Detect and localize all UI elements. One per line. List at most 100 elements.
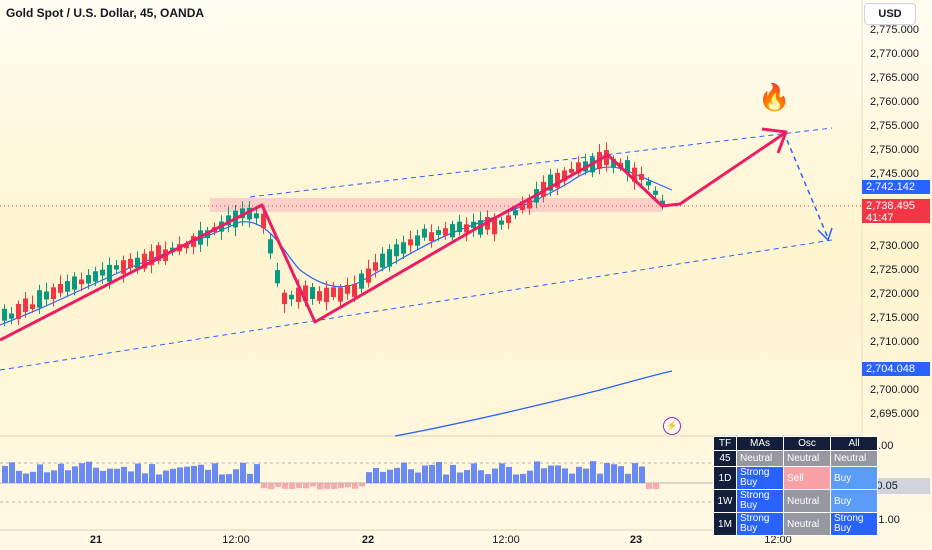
candle-body — [415, 235, 420, 246]
osc-bar — [177, 467, 183, 483]
candle — [436, 226, 441, 241]
osc-bar — [100, 470, 106, 483]
candle — [331, 281, 336, 301]
candle-body — [331, 287, 336, 297]
lightning-icon[interactable]: ⚡ — [663, 417, 681, 435]
osc-bar — [198, 464, 204, 483]
candle-body — [639, 174, 644, 180]
osc-bar — [254, 464, 260, 483]
ta-tf: 1M — [713, 512, 737, 536]
candle-body — [611, 158, 616, 168]
candle-body — [86, 274, 91, 284]
candle-body — [548, 174, 553, 191]
candle-body — [408, 239, 413, 246]
osc-bar — [443, 474, 449, 483]
osc-bar — [93, 467, 99, 483]
candle — [632, 162, 637, 190]
osc-bar — [51, 470, 57, 483]
candle — [142, 249, 147, 272]
candle — [44, 282, 49, 306]
price-tick: 2,755.000 — [870, 120, 919, 132]
time-tick: 12:00 — [492, 534, 520, 546]
candle-body — [387, 249, 392, 267]
osc-bar — [408, 469, 414, 483]
candle-body — [436, 230, 441, 235]
candle — [506, 209, 511, 230]
osc-bar — [471, 463, 477, 483]
candle — [520, 196, 525, 214]
currency-selector[interactable]: USD — [864, 3, 916, 25]
candle-body — [303, 285, 308, 302]
candle — [317, 286, 322, 304]
osc-bar — [170, 468, 176, 483]
candle — [191, 233, 196, 255]
candle-body — [156, 245, 161, 261]
candle-body — [121, 260, 126, 274]
candle — [100, 262, 105, 284]
fire-icon: 🔥 — [758, 82, 791, 112]
candle — [646, 177, 651, 191]
candle-body — [289, 294, 294, 300]
ta-osc: Sell — [783, 466, 831, 490]
osc-bar — [247, 473, 253, 483]
candle — [247, 200, 252, 228]
candle — [37, 284, 42, 314]
osc-bar — [387, 469, 393, 483]
osc-bar — [275, 483, 281, 487]
osc-bar — [23, 473, 29, 483]
osc-bar — [583, 468, 589, 483]
candle — [275, 263, 280, 288]
channel-upper-line — [249, 127, 833, 198]
candle-body — [23, 298, 28, 312]
candle — [205, 226, 210, 247]
current-price-tag: 2,738.495 41:47 — [862, 199, 930, 224]
candle — [268, 234, 273, 260]
ta-header-tf: TF — [713, 436, 737, 451]
osc-bar — [289, 483, 295, 489]
candle-body — [324, 287, 329, 303]
candle-body — [506, 215, 511, 223]
osc-bar — [541, 468, 547, 483]
candle-body — [317, 291, 322, 301]
candle-body — [128, 258, 133, 268]
osc-bar — [646, 483, 652, 489]
candle-body — [632, 167, 637, 182]
candle — [114, 260, 119, 274]
candle — [30, 295, 35, 313]
candle-body — [184, 244, 189, 249]
candle-body — [394, 244, 399, 257]
price-tick: 2,775.000 — [870, 24, 919, 36]
candle-body — [226, 215, 231, 226]
osc-bar — [548, 465, 554, 483]
osc-bar — [149, 464, 155, 483]
candle — [149, 244, 154, 274]
long-ma-tag: 2,704.048 — [862, 362, 930, 376]
candle — [443, 221, 448, 240]
candle — [562, 167, 567, 187]
candle — [65, 274, 70, 298]
resistance-zone — [210, 198, 662, 212]
candle-body — [16, 304, 21, 319]
osc-bar — [324, 483, 330, 489]
price-tick: 2,770.000 — [870, 48, 919, 60]
osc-bar — [352, 483, 358, 489]
osc-bar — [394, 467, 400, 483]
osc-bar — [464, 470, 470, 483]
oscillator-bars — [0, 461, 862, 503]
ta-osc: Neutral — [783, 512, 831, 536]
candle-body — [429, 232, 434, 242]
osc-bar — [310, 483, 316, 487]
candle — [226, 207, 231, 233]
osc-bar — [653, 483, 659, 489]
ta-all: Buy — [830, 489, 878, 513]
price-tick: 2,725.000 — [870, 264, 919, 276]
ta-tf: 45 — [713, 450, 737, 467]
candle — [429, 224, 434, 248]
candle — [415, 229, 420, 250]
candle-body — [443, 228, 448, 236]
osc-bar — [478, 470, 484, 483]
candle — [121, 255, 126, 283]
candle-body — [653, 190, 658, 195]
osc-bar — [373, 467, 379, 483]
